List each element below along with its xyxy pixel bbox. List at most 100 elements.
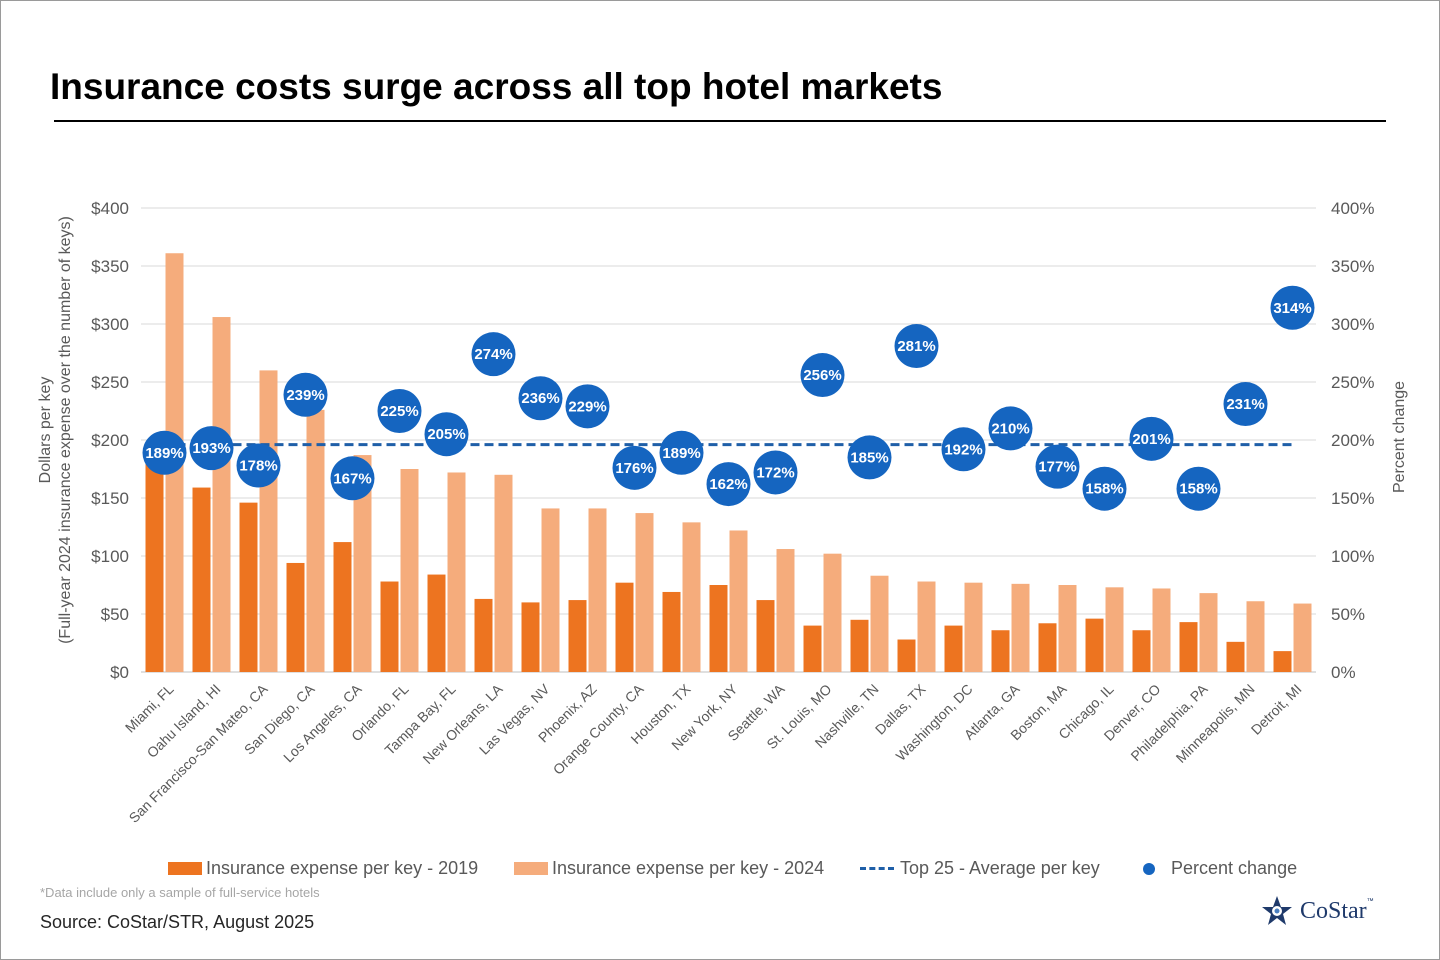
costar-wordmark: CoStar (1300, 897, 1367, 924)
percent-label: 205% (427, 426, 465, 443)
bar-2019 (192, 487, 211, 672)
right-axis-ticks: 0% 50% 100% 150% 200% 250% 300% 350% 400% (1331, 199, 1374, 682)
left-tick-label: $150 (91, 489, 129, 508)
percent-dot (518, 376, 563, 421)
percent-label: 158% (1179, 481, 1217, 498)
bar-2019 (803, 625, 822, 672)
bar-2019 (756, 600, 775, 672)
legend-item-average[interactable]: Top 25 - Average per key (860, 858, 1100, 879)
bar-2019 (615, 582, 634, 672)
bar-2019 (850, 619, 869, 672)
bar-2024 (964, 582, 983, 672)
left-tick-label: $350 (91, 257, 129, 276)
category-label: New Orleans, LA (419, 680, 506, 767)
left-tick-label: $250 (91, 373, 129, 392)
percent-label: 193% (192, 440, 230, 457)
bar-2019 (662, 591, 681, 672)
percent-label: 172% (756, 464, 794, 481)
percent-dot (236, 443, 281, 488)
percent-label: 176% (615, 460, 653, 477)
right-tick-label: 300% (1331, 315, 1374, 334)
costar-trademark: ™ (1366, 897, 1374, 905)
costar-logo: CoStar™ (1260, 894, 1374, 928)
percent-dot (1035, 444, 1080, 489)
category-label: Detroit, MI (1248, 681, 1305, 738)
bar-2024 (682, 522, 701, 672)
source-note: Source: CoStar/STR, August 2025 (40, 912, 315, 932)
bar-2019 (474, 598, 493, 672)
bar-2024 (353, 455, 372, 672)
percent-label: 274% (474, 346, 512, 363)
percent-dot (330, 456, 375, 501)
right-tick-label: 0% (1331, 663, 1356, 682)
percent-label: 167% (333, 470, 371, 487)
bar-2024 (1011, 583, 1030, 672)
percent-dot (142, 430, 187, 475)
percent-label: 189% (145, 445, 183, 462)
left-axis-ticks: $0 $50 $100 $150 $200 $250 $300 $350 $400 (91, 199, 129, 682)
percent-label: 201% (1132, 431, 1170, 448)
left-tick-label: $400 (91, 199, 129, 218)
percent-dots: 189% 193% 178% 239% 167% 225% 205% 274% 236% 229%… (142, 285, 1315, 511)
right-tick-label: 200% (1331, 431, 1374, 450)
legend-label-percent: Percent change (1171, 858, 1298, 878)
bar-2019 (521, 602, 540, 672)
percent-dot (894, 324, 939, 369)
bar-2019 (1085, 618, 1104, 672)
title-rule (54, 120, 1386, 122)
percent-label: 231% (1226, 396, 1264, 413)
percent-dot (471, 332, 516, 377)
axis-titles: Dollars per key (Full-year 2024 insurance… (37, 216, 1408, 644)
right-axis-title: Percent change (1391, 381, 1408, 493)
percent-label: 162% (709, 476, 747, 493)
right-tick-label: 250% (1331, 373, 1374, 392)
bar-2019 (380, 581, 399, 672)
percent-label: 158% (1085, 481, 1123, 498)
percent-label: 185% (850, 449, 888, 466)
percent-dot (847, 435, 892, 480)
percent-dot (753, 450, 798, 495)
bar-2019 (1226, 641, 1245, 672)
bar-2019 (568, 600, 587, 672)
bar-2019 (145, 451, 164, 672)
percent-label: 225% (380, 403, 418, 420)
percent-dot (800, 353, 845, 398)
bar-2024 (541, 508, 560, 672)
bar-2024 (400, 469, 419, 672)
percent-label: 189% (662, 445, 700, 462)
legend-item-2024[interactable]: Insurance expense per key - 2024 (514, 858, 824, 879)
percent-dot (1223, 382, 1268, 427)
bar-2019 (239, 502, 258, 672)
percent-dot (1270, 285, 1315, 330)
percent-label: 178% (239, 458, 277, 475)
costar-star-icon (1262, 896, 1292, 925)
bar-2024 (588, 508, 607, 672)
percent-dot (283, 372, 328, 417)
right-tick-label: 50% (1331, 605, 1365, 624)
percent-dot (1129, 416, 1174, 461)
bar-2024 (447, 472, 466, 672)
right-tick-label: 350% (1331, 257, 1374, 276)
right-tick-label: 400% (1331, 199, 1374, 218)
bar-2024 (259, 370, 278, 672)
legend-item-percent[interactable]: Percent change (1143, 858, 1297, 879)
percent-label: 210% (991, 420, 1029, 437)
legend-swatch-2024 (514, 862, 548, 875)
chart-plot: 189% 193% 178% 239% 167% 225% 205% 274% 236% 229%… (37, 199, 1408, 826)
legend-label-average: Top 25 - Average per key (900, 858, 1100, 878)
bar-2024 (635, 513, 654, 672)
bar-2024 (1293, 603, 1312, 672)
category-label: Orange County, CA (550, 680, 647, 777)
bar-2024 (1058, 585, 1077, 672)
right-tick-label: 100% (1331, 547, 1374, 566)
chart-title: Insurance costs surge across all top hot… (50, 66, 943, 107)
legend-item-2019[interactable]: Insurance expense per key - 2019 (168, 858, 478, 879)
bars (145, 253, 1312, 673)
left-axis-title: Dollars per key (37, 377, 54, 484)
bar-2024 (306, 409, 325, 672)
percent-label: 192% (944, 441, 982, 458)
bar-2019 (944, 625, 963, 672)
bar-2019 (1273, 651, 1292, 672)
legend-label-2024: Insurance expense per key - 2024 (552, 858, 825, 878)
